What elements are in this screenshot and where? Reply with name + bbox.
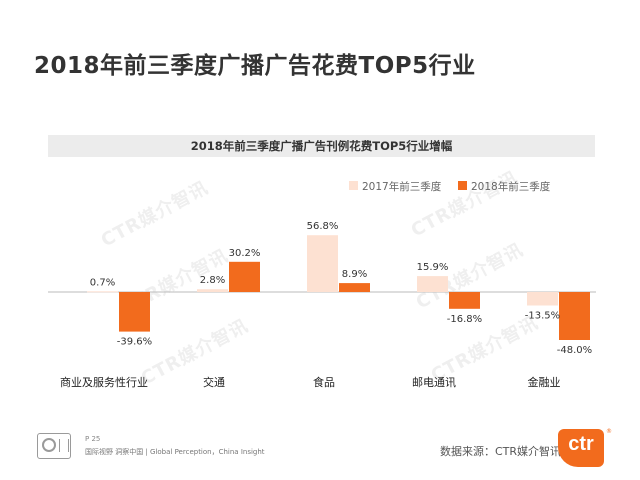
data-label: 56.8%	[307, 221, 339, 232]
footer-slogan: 国际视野 洞察中国 | Global Perception，China Insi…	[85, 448, 265, 456]
data-label: -16.8%	[447, 314, 482, 325]
legend-swatch-2018	[458, 181, 467, 190]
bar-2017	[87, 291, 118, 293]
data-source: 数据来源：CTR媒介智讯	[440, 445, 562, 458]
data-label: 30.2%	[229, 248, 261, 259]
registered-mark: ®	[606, 428, 612, 435]
legend-swatch-2017	[349, 181, 358, 190]
bar-2018	[449, 292, 480, 309]
ctr-logo: ctr	[558, 429, 604, 467]
bar-2017	[527, 292, 558, 306]
data-label: 15.9%	[417, 262, 449, 273]
bar-2017	[197, 289, 228, 292]
bar-2017	[417, 276, 448, 292]
category-label: 食品	[313, 375, 335, 389]
data-label: 2.8%	[200, 275, 225, 286]
data-label: 0.7%	[90, 277, 115, 288]
chart-legend: 2017年前三季度 2018年前三季度	[349, 180, 551, 193]
footer: P 25 国际视野 洞察中国 | Global Perception，China…	[0, 425, 640, 480]
bar-2017	[307, 235, 338, 292]
bar-chart: 2017年前三季度 2018年前三季度 0.7% -39.6% 2.8% 30.2% 5…	[48, 180, 596, 389]
category-label: 商业及服务性行业	[60, 375, 148, 389]
category-label: 金融业	[528, 375, 561, 389]
page-number: P 25	[85, 435, 101, 443]
category-label: 邮电通讯	[412, 376, 456, 389]
bar-2018	[119, 292, 150, 332]
ctr-logo-text: ctr	[568, 433, 594, 455]
legend-label-2017: 2017年前三季度	[362, 180, 442, 193]
data-label: -13.5%	[525, 311, 560, 322]
data-label: -39.6%	[117, 337, 152, 348]
bar-2018	[229, 261, 260, 292]
seal-icon	[37, 433, 71, 459]
bar-2018	[559, 292, 590, 340]
legend-label-2018: 2018年前三季度	[471, 180, 551, 193]
data-label: 8.9%	[342, 269, 367, 280]
chart-title: 2018年前三季度广播广告刊例花费TOP5行业增幅	[48, 135, 595, 157]
bar-2018	[339, 283, 370, 292]
category-label: 交通	[203, 375, 225, 389]
data-label: -48.0%	[557, 345, 592, 356]
page-title: 2018年前三季度广播广告花费TOP5行业	[34, 53, 476, 79]
